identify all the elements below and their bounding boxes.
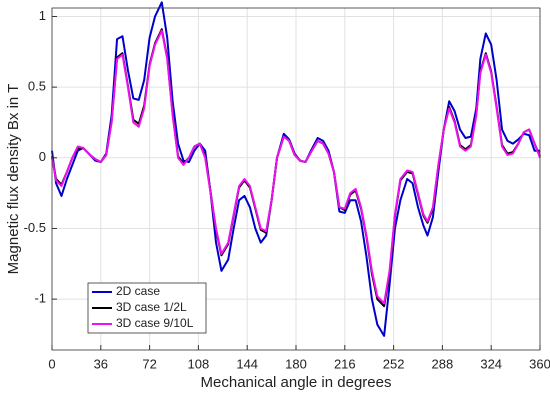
series-line	[51, 29, 541, 305]
legend-label: 3D case 1/2L	[116, 300, 187, 314]
x-tick-label: 36	[94, 356, 108, 371]
x-tick-label: 108	[188, 356, 210, 371]
x-tick-label: 144	[236, 356, 258, 371]
x-tick-label: 72	[142, 356, 156, 371]
x-tick-label: 360	[529, 356, 550, 371]
y-axis-label: Magnetic flux density Bx in T	[5, 84, 22, 275]
x-tick-label: 216	[334, 356, 356, 371]
ticks: 0 36 72 108 144 180 216 252 288 324 360 -1 -0.5 0 0.5 1	[24, 8, 550, 372]
y-tick-label: -1	[34, 291, 46, 306]
x-tick-label: 0	[48, 356, 55, 371]
legend-label: 2D case	[116, 284, 160, 298]
x-tick-label: 288	[432, 356, 454, 371]
x-axis-label: Mechanical angle in degrees	[201, 374, 392, 391]
y-tick-label: -0.5	[24, 220, 46, 235]
x-tick-label: 252	[383, 356, 405, 371]
lines	[51, 1, 541, 337]
legend: 2D case 3D case 1/2L 3D case 9/10L	[87, 282, 207, 334]
y-tick-label: 0.5	[28, 79, 46, 94]
x-tick-label: 324	[480, 356, 502, 371]
y-tick-label: 1	[39, 8, 46, 23]
x-tick-label: 180	[285, 356, 307, 371]
legend-label: 3D case 9/10L	[116, 316, 194, 330]
y-tick-label: 0	[39, 149, 46, 164]
